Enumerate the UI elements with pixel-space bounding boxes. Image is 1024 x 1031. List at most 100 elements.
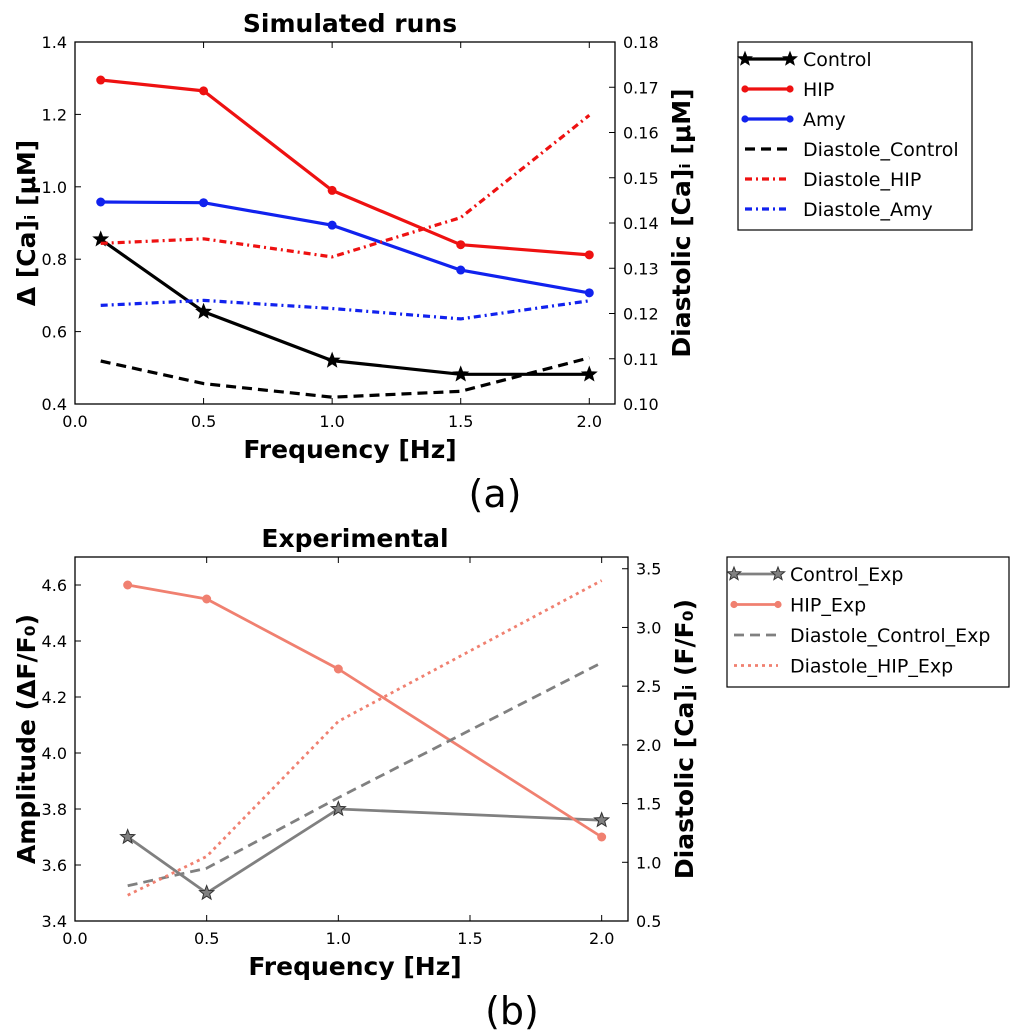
chart-b-marks: 0.0 0.5 1.0 1.5 2.0 3.4 3.6 3.8 4.0 4.2 4.4 4.6 0.5 1… — [42, 557, 661, 948]
data-point-control-exp — [198, 884, 216, 901]
y-right-tick-label: 3.0 — [636, 618, 661, 637]
y-tick-label: 0.6 — [42, 323, 67, 342]
data-point-amy — [327, 220, 337, 230]
x-tick-label: 1.0 — [319, 412, 344, 431]
y-right-tick-label: 2.5 — [636, 677, 661, 696]
legend-label-diastole-amy: Diastole_Amy — [803, 199, 933, 221]
legend-marker — [786, 85, 794, 93]
series-line-diastole-control — [100, 356, 590, 399]
data-point-amy — [584, 288, 594, 298]
y-right-tick-label: 0.17 — [623, 78, 659, 97]
legend-marker — [726, 565, 742, 581]
data-point-hip — [327, 185, 337, 195]
data-point-hip-exp — [333, 664, 343, 674]
data-point-control-exp — [119, 828, 137, 845]
y-tick-label: 0.4 — [42, 395, 67, 414]
data-point-hip-exp — [123, 580, 133, 590]
y-right-tick-label: 0.16 — [623, 124, 659, 143]
data-point-hip — [584, 250, 594, 260]
y-tick-label: 1.0 — [42, 178, 67, 197]
legend-label-hip-exp: HIP_Exp — [790, 595, 866, 617]
y-tick-label: 1.4 — [42, 33, 67, 52]
legend-label-diastole-hip: Diastole_HIP — [803, 169, 921, 191]
chart-b-title: Experimental — [261, 524, 448, 553]
series-line-control-exp — [126, 807, 602, 895]
y-tick-label: 4.6 — [42, 576, 67, 595]
y-tick-label: 3.4 — [42, 912, 67, 931]
series-line-diastole-hip — [100, 114, 591, 259]
chart-b-x-axis-label: Frequency [Hz] — [248, 952, 461, 981]
x-tick-label: 0.5 — [191, 412, 216, 431]
x-tick-label: 1.0 — [326, 929, 351, 948]
chart-a-panel-label: (a) — [469, 472, 522, 516]
data-point-control — [452, 365, 470, 382]
data-point-amy — [199, 198, 209, 208]
legend-label-hip: HIP — [803, 79, 834, 101]
chart-b-panel-label: (b) — [485, 989, 539, 1031]
legend-marker — [782, 50, 798, 66]
y-tick-label: 0.8 — [42, 250, 67, 269]
chart-b-plot-frame — [74, 556, 629, 922]
series-line-diastole-hip-exp — [127, 579, 603, 897]
data-point-control-exp — [593, 811, 611, 828]
y-right-tick-label: 1.5 — [636, 795, 661, 814]
data-point-hip-exp — [202, 594, 212, 604]
y-tick-label: 3.6 — [42, 856, 67, 875]
legend-marker — [774, 600, 782, 609]
legend-marker — [770, 565, 786, 581]
x-tick-label: 0.0 — [62, 929, 87, 948]
legend-marker — [737, 50, 753, 66]
data-point-hip-exp — [597, 832, 607, 842]
data-point-hip — [96, 75, 106, 85]
chart-b-y-axis-label-right: Diastolic [Ca]ᵢ (F/F₀) — [670, 599, 699, 879]
x-tick-label: 1.5 — [457, 929, 482, 948]
y-tick-label: 1.2 — [42, 105, 67, 124]
data-point-amy — [96, 197, 106, 207]
chart-a-y-axis-label: Δ [Ca]ᵢ [μM] — [12, 140, 41, 306]
chart-simulated-runs: Simulated runs 0.0 0.5 1.0 1.5 2.0 0.4 0.6 0.8 1… — [12, 9, 973, 516]
y-right-tick-label: 0.10 — [623, 395, 659, 414]
series-line-hip-exp — [127, 583, 603, 839]
chart-a-marks: 0.0 0.5 1.0 1.5 2.0 0.4 0.6 0.8 1.0 1.2 1.4 0.10 0.1… — [42, 33, 659, 431]
legend-marker — [730, 600, 738, 609]
chart-a-legend: Control HIP Amy Diastole_Control Diastole_HI… — [737, 41, 973, 231]
x-tick-label: 0.0 — [62, 412, 87, 431]
chart-b-y-axis-label: Amplitude (ΔF/F₀) — [12, 614, 41, 864]
legend-label-amy: Amy — [803, 109, 846, 131]
series-line-diastole-control-exp — [127, 661, 603, 888]
legend-label-diastole-control-exp: Diastole_Control_Exp — [790, 625, 990, 647]
legend-label-diastole-control: Diastole_Control — [803, 139, 959, 161]
chart-a-x-axis-label: Frequency [Hz] — [243, 435, 456, 464]
legend-marker — [741, 85, 749, 93]
chart-a-legend-box — [737, 41, 973, 231]
x-tick-label: 0.5 — [194, 929, 219, 948]
data-point-hip — [456, 240, 466, 250]
y-right-tick-label: 0.13 — [623, 259, 659, 278]
x-tick-label: 1.5 — [448, 412, 473, 431]
y-tick-label: 3.8 — [42, 800, 67, 819]
data-point-amy — [456, 265, 466, 275]
data-point-control-exp — [329, 800, 347, 817]
series-line-control — [99, 237, 590, 376]
y-right-tick-label: 0.15 — [623, 169, 659, 188]
legend-marker — [786, 115, 794, 123]
y-right-tick-label: 0.12 — [623, 305, 659, 324]
x-tick-label: 2.0 — [589, 929, 614, 948]
chart-b-legend: Control_Exp HIP_Exp Diastole_Control_Exp Di… — [726, 556, 1010, 688]
y-right-tick-label: 0.5 — [636, 912, 661, 931]
y-right-tick-label: 2.0 — [636, 736, 661, 755]
data-point-hip — [199, 86, 209, 96]
legend-marker — [741, 115, 749, 123]
y-tick-label: 4.2 — [42, 688, 67, 707]
y-right-tick-label: 3.5 — [636, 560, 661, 579]
data-point-control — [195, 302, 213, 319]
data-point-control — [323, 351, 341, 368]
chart-a-title: Simulated runs — [243, 9, 457, 38]
legend-label-diastole-hip-exp: Diastole_HIP_Exp — [790, 656, 953, 678]
y-tick-label: 4.0 — [42, 744, 67, 763]
x-tick-label: 2.0 — [577, 412, 602, 431]
series-line-amy — [100, 200, 590, 295]
y-right-tick-label: 0.11 — [623, 350, 659, 369]
series-line-diastole-amy — [100, 298, 590, 321]
